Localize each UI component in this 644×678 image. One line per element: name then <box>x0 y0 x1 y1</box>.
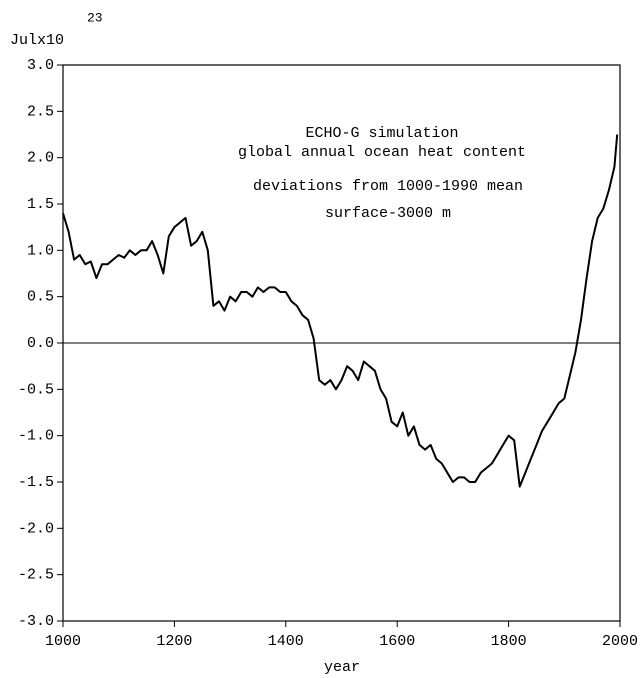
y-tick-label: 1.0 <box>27 242 54 259</box>
x-tick-label: 1000 <box>45 633 81 650</box>
y-tick-label: 2.0 <box>27 150 54 167</box>
y-axis-exponent: 23 <box>87 10 103 25</box>
y-tick-label: 3.0 <box>27 57 54 74</box>
x-axis-label: year <box>324 659 360 676</box>
y-tick-label: -3.0 <box>18 613 54 630</box>
y-tick-label: 1.5 <box>27 196 54 213</box>
annotation: ECHO-G simulation <box>305 125 458 142</box>
y-axis-label: Julx10 <box>10 32 64 49</box>
annotation: surface-3000 m <box>325 205 451 222</box>
x-tick-label: 1800 <box>491 633 527 650</box>
y-tick-label: 0.0 <box>27 335 54 352</box>
y-tick-label: -1.5 <box>18 474 54 491</box>
data-line <box>62 134 619 488</box>
x-tick-label: 1400 <box>268 633 304 650</box>
y-tick-label: 2.5 <box>27 103 54 120</box>
y-tick-label: 0.5 <box>27 289 54 306</box>
x-tick-label: 1600 <box>379 633 415 650</box>
x-tick-label: 1200 <box>156 633 192 650</box>
y-tick-label: -0.5 <box>18 381 54 398</box>
annotation: deviations from 1000-1990 mean <box>253 178 523 195</box>
y-tick-label: -2.5 <box>18 567 54 584</box>
y-tick-label: -2.0 <box>18 520 54 537</box>
annotation: global annual ocean heat content <box>238 144 526 161</box>
x-tick-label: 2000 <box>602 633 638 650</box>
y-tick-label: -1.0 <box>18 428 54 445</box>
